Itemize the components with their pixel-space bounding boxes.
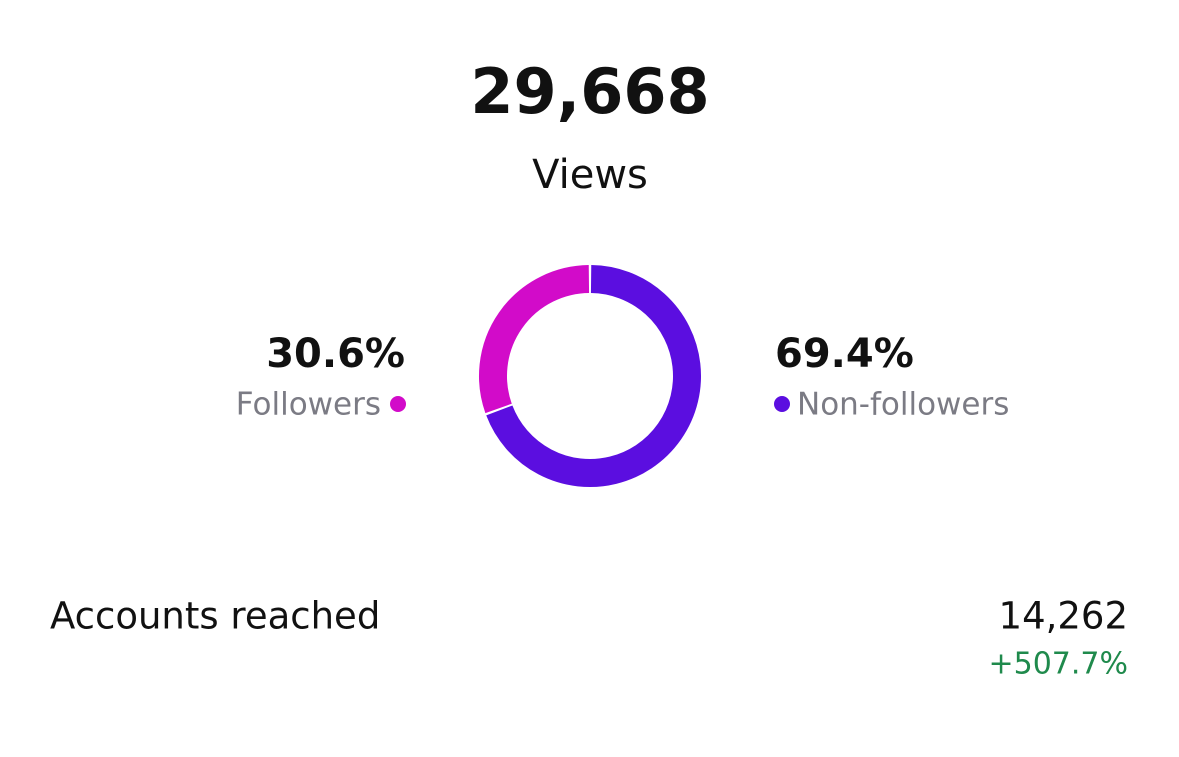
legend-dot — [390, 396, 406, 412]
views-value: 29,668 — [470, 55, 709, 128]
accounts-reached-change: +507.7% — [988, 647, 1128, 682]
percent-label: 30.6% — [266, 331, 405, 377]
legend-label: Non-followers — [797, 387, 1009, 423]
accounts-reached-value: 14,262 — [999, 595, 1128, 638]
accounts-reached-label: Accounts reached — [50, 595, 380, 638]
legend-dot — [774, 396, 790, 412]
donut-segment — [486, 265, 701, 487]
donut-segment — [479, 265, 590, 414]
legend-label: Followers — [236, 387, 381, 423]
percent-label: 69.4% — [775, 331, 914, 377]
views-label: Views — [532, 152, 648, 198]
